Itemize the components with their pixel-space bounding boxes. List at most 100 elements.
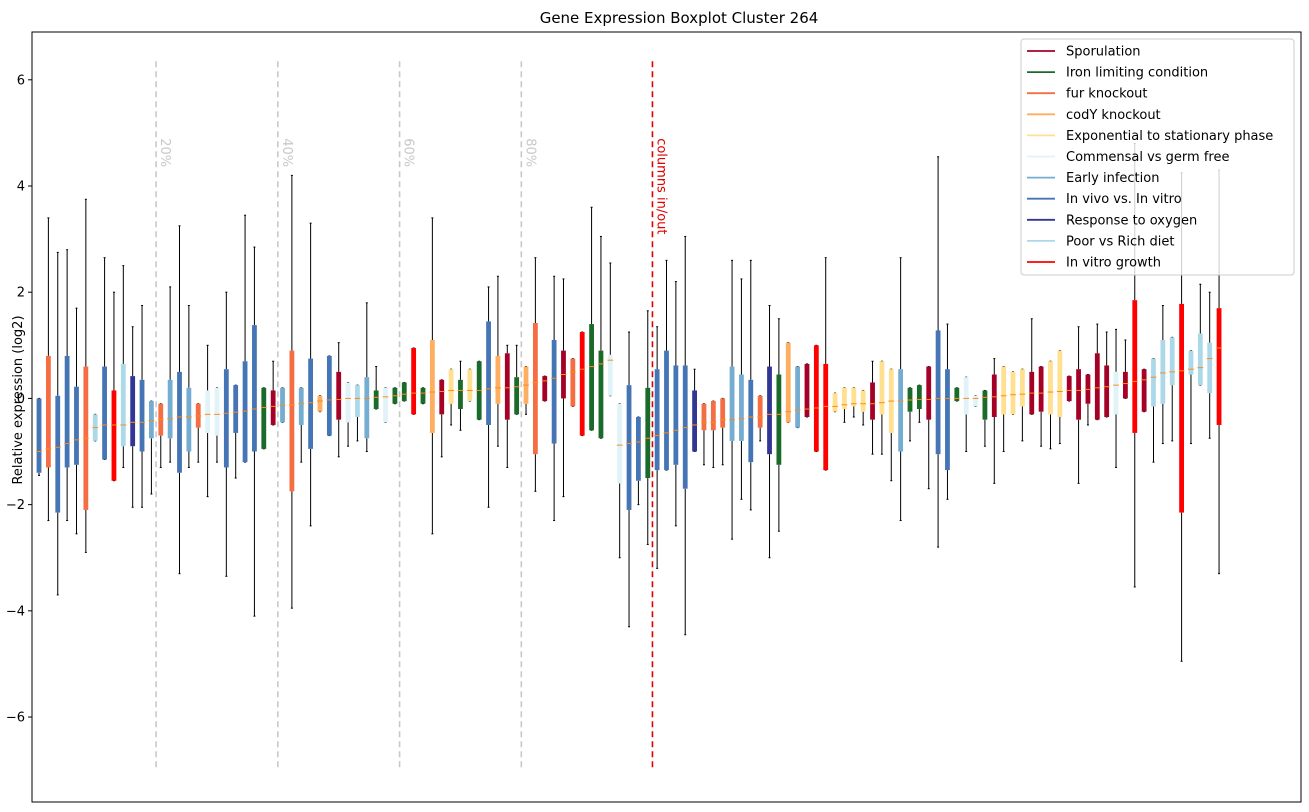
- box-96: [925, 366, 932, 490]
- box-body: [1057, 350, 1063, 417]
- box-94: [907, 387, 913, 442]
- box-32: [326, 355, 333, 437]
- box-22: [232, 384, 239, 479]
- box-body: [626, 385, 632, 510]
- box-38: [382, 387, 389, 423]
- box-body: [1076, 369, 1081, 420]
- legend-label: Early infection: [1066, 171, 1159, 186]
- box-body: [242, 361, 248, 463]
- box-52: [513, 344, 520, 415]
- box-body: [1179, 303, 1184, 513]
- box-109: [1047, 360, 1054, 450]
- box-body: [355, 385, 360, 417]
- box-body: [120, 363, 126, 447]
- box-34: [345, 381, 351, 447]
- box-121: [1159, 304, 1166, 445]
- box-2: [45, 217, 52, 522]
- box-119: [1141, 368, 1148, 413]
- legend-label: Poor vs Rich diet: [1066, 234, 1174, 249]
- box-111: [1066, 375, 1073, 402]
- box-body: [776, 374, 782, 465]
- box-48: [476, 360, 483, 421]
- box-16: [176, 225, 183, 575]
- box-body: [1048, 361, 1053, 415]
- box-58: [569, 358, 576, 407]
- box-body: [682, 365, 688, 489]
- box-14: [157, 403, 164, 468]
- legend-label: In vitro growth: [1066, 256, 1161, 271]
- box-body: [739, 374, 744, 441]
- box-73: [710, 400, 717, 468]
- box-30: [307, 222, 314, 527]
- box-45: [448, 368, 454, 426]
- box-49: [485, 286, 492, 508]
- box-body: [926, 366, 932, 420]
- box-body: [252, 325, 257, 452]
- legend-label: codY knockout: [1066, 108, 1161, 123]
- box-body: [383, 387, 388, 423]
- box-body: [139, 379, 145, 452]
- reference-lines-layer: 20% 40% 60% 80% columns in/out: [155, 61, 668, 771]
- box-body: [55, 395, 61, 513]
- box-116: [1113, 328, 1119, 468]
- box-body: [336, 371, 342, 420]
- box-body: [186, 387, 192, 452]
- legend-label: Iron limiting condition: [1066, 66, 1208, 81]
- box-90: [869, 360, 876, 455]
- box-57: [560, 278, 567, 498]
- plot-frame: [31, 31, 1302, 803]
- box-body: [36, 398, 42, 473]
- box-74: [719, 397, 726, 466]
- box-25: [260, 387, 267, 450]
- box-8: [101, 257, 108, 460]
- box-body: [963, 377, 969, 415]
- box-body: [617, 403, 623, 484]
- box-body: [439, 379, 445, 415]
- box-77: [747, 259, 754, 511]
- box-115: [1103, 331, 1110, 418]
- box-59: [579, 331, 586, 437]
- box-24: [251, 246, 258, 617]
- box-body: [954, 387, 960, 402]
- box-33: [335, 342, 342, 458]
- box-body: [495, 355, 501, 404]
- legend: Sporulation Iron limiting condition fur kn…: [1020, 38, 1295, 276]
- box-61: [598, 235, 604, 439]
- box-body: [832, 393, 838, 412]
- box-body: [1207, 342, 1213, 394]
- box-body: [214, 387, 220, 436]
- box-103: [991, 358, 998, 484]
- columns-cutoff-label: columns in/out: [653, 138, 668, 234]
- box-body: [326, 355, 332, 436]
- box-18: [195, 403, 202, 463]
- box-body: [607, 354, 613, 396]
- box-body: [458, 379, 463, 410]
- percent-label-3: 60%: [401, 138, 416, 167]
- box-body: [1104, 365, 1110, 417]
- box-body: [945, 369, 950, 471]
- box-31: [317, 395, 323, 413]
- box-body: [1010, 371, 1016, 415]
- box-70: [682, 235, 689, 636]
- box-68: [663, 259, 670, 471]
- box-body: [514, 377, 520, 415]
- legend-entry: Early infection: [1027, 171, 1159, 186]
- box-92: [888, 368, 895, 482]
- box-body: [261, 387, 267, 449]
- box-body: [1113, 371, 1119, 415]
- box-body: [982, 390, 988, 420]
- box-106: [1019, 368, 1026, 442]
- box-body: [673, 365, 679, 465]
- box-body: [654, 369, 660, 471]
- box-body: [842, 387, 847, 410]
- box-27: [279, 387, 286, 423]
- y-tick-label: 2: [17, 286, 25, 301]
- box-body: [270, 390, 276, 425]
- box-69: [672, 281, 679, 527]
- box-body: [149, 401, 154, 439]
- box-body: [729, 366, 735, 441]
- box-55: [541, 375, 548, 402]
- chart-title: Gene Expression Boxplot Cluster 264: [540, 9, 819, 27]
- box-body: [102, 366, 107, 460]
- box-body: [916, 385, 922, 410]
